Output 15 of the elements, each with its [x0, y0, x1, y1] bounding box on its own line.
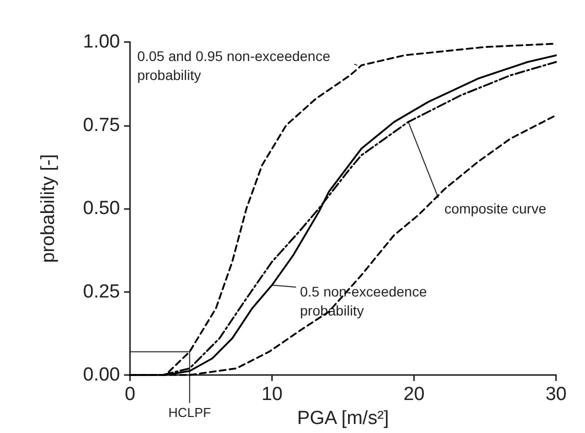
- annotation: 0.05 and 0.95 non-exceedence probability: [137, 48, 334, 83]
- x-tick-label: 30: [545, 384, 567, 405]
- y-axis-title: probability [-]: [38, 154, 59, 263]
- y-tick-label: 1.00: [83, 32, 120, 52]
- x-tick-label: 10: [261, 384, 283, 405]
- ref-line-label: HCLPF: [168, 405, 212, 420]
- x-tick-label: 20: [403, 384, 425, 405]
- x-axis-title: PGA [m/s²]: [297, 408, 389, 429]
- annotation: composite curve: [444, 200, 546, 216]
- y-tick-label: 0.50: [83, 198, 120, 219]
- annotation: 0.5 non-exceedence probability: [300, 284, 431, 319]
- x-tick-label: 0: [124, 384, 136, 405]
- y-tick-label: 0.75: [83, 114, 120, 136]
- y-tick-label: 0.25: [83, 281, 120, 302]
- y-tick-label: 0.00: [83, 364, 120, 386]
